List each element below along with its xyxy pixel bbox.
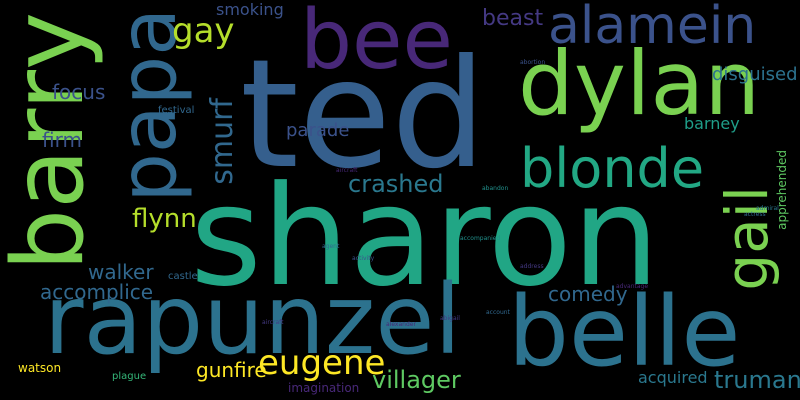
word-bee: bee <box>300 0 453 88</box>
word-crashed: crashed <box>348 170 444 198</box>
word-beast: beast <box>482 6 544 31</box>
word-walker: walker <box>88 260 154 284</box>
word-accomplice: accomplice <box>40 280 154 304</box>
word-abandon: abandon <box>482 185 509 192</box>
word-firm: firm <box>42 128 82 152</box>
word-ted: ted <box>240 28 487 202</box>
word-account: account <box>486 309 510 316</box>
word-actress: actress <box>744 211 766 218</box>
word-address: address <box>520 263 544 270</box>
word-watson: watson <box>18 361 62 375</box>
word-rapunzel: rapunzel <box>44 264 462 376</box>
word-barney: barney <box>684 114 740 133</box>
word-imagination: imagination <box>288 381 360 395</box>
word-blonde: blonde <box>520 137 705 200</box>
word-smoking: smoking <box>216 0 284 19</box>
word-gunfire: gunfire <box>196 358 267 382</box>
word-castle: castle <box>168 271 198 282</box>
word-truman: truman <box>714 366 800 394</box>
word-comedy: comedy <box>548 282 628 306</box>
word-villager: villager <box>372 366 461 394</box>
word-parade: parade <box>286 120 350 141</box>
word-plague: plague <box>112 371 147 382</box>
word-accompanied: accompanied <box>460 235 501 242</box>
word-dylan: dylan <box>518 32 761 135</box>
word-disguised: disguised <box>712 64 798 85</box>
word-acquired: acquired <box>638 368 708 387</box>
word-flynn: flynn <box>132 204 197 234</box>
word-focus: focus <box>52 80 106 104</box>
word-gay: gay <box>172 11 235 51</box>
word-smurf: smurf <box>205 98 240 185</box>
word-sharon: sharon <box>190 156 660 317</box>
word-alexander: alexander <box>386 321 416 328</box>
word-eugene: eugene <box>258 343 386 383</box>
word-aircraft: aircraft <box>336 167 358 174</box>
word-activity: activity <box>352 255 375 262</box>
word-gail: gail <box>713 186 781 291</box>
word-advantage: advantage <box>616 283 649 290</box>
word-aircraft2: aircraft <box>262 319 284 326</box>
word-apprehended: apprehended <box>775 150 789 230</box>
word-festival: festival <box>158 105 195 116</box>
word-abigail: abigail <box>440 315 460 322</box>
word-admiral: admiral <box>756 205 779 212</box>
word-agent: agent <box>322 243 340 250</box>
word-alamein: alamein <box>548 0 757 56</box>
word-belle: belle <box>508 276 741 388</box>
word-abortion: abortion <box>520 59 546 66</box>
